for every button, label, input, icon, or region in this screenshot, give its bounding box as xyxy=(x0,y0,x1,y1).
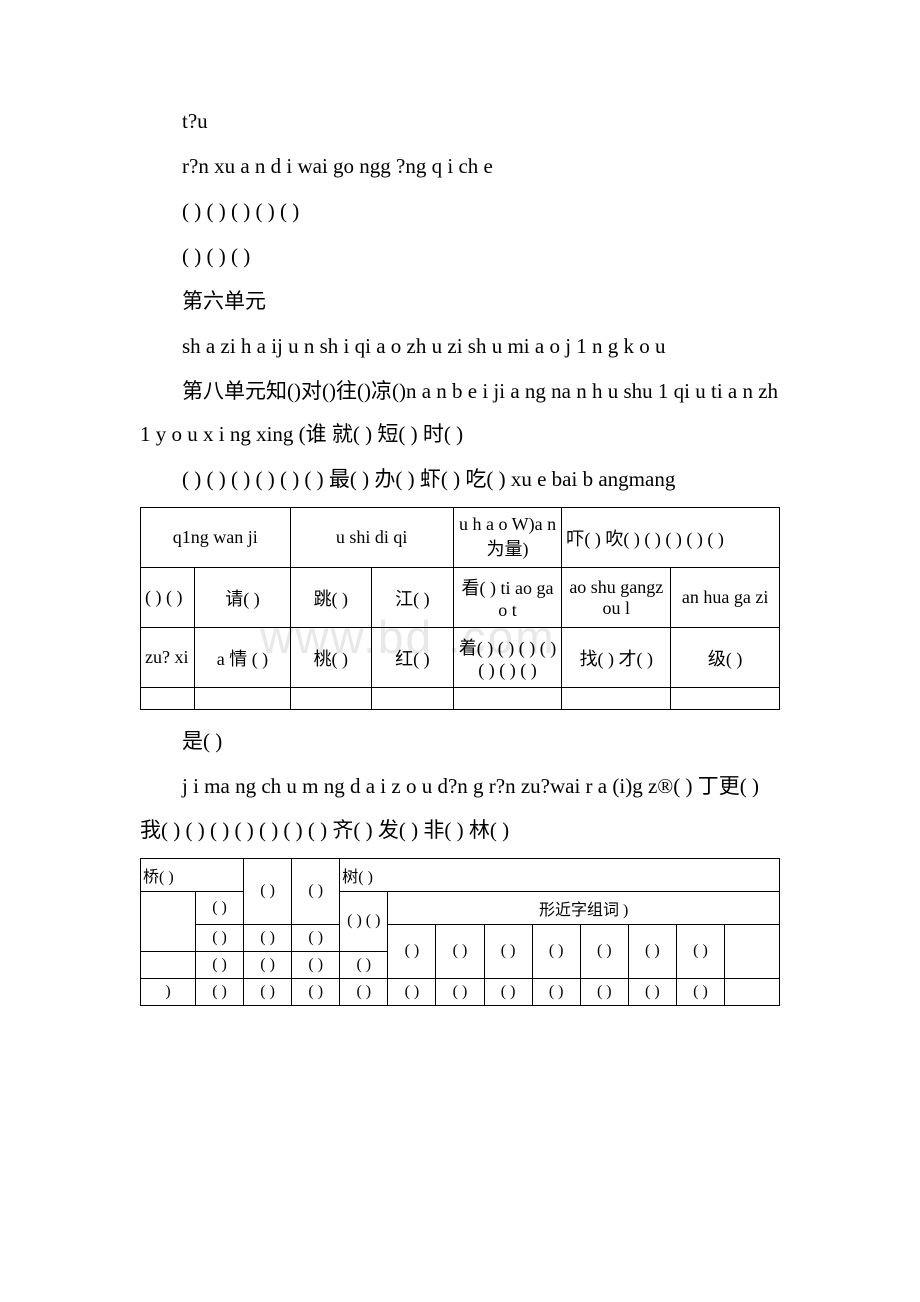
table-cell xyxy=(141,891,196,951)
table-cell: ( ) xyxy=(628,978,676,1005)
paragraph: t?u xyxy=(140,100,780,143)
table-cell: 形近字组词 ) xyxy=(388,891,780,924)
table-cell: ( ) xyxy=(484,978,532,1005)
table-cell: ( ) xyxy=(244,978,292,1005)
table-cell xyxy=(141,688,195,710)
table-cell: u h a o W)a n 为量) xyxy=(453,508,562,568)
table-cell: ( ) xyxy=(436,924,484,978)
table-cell: ( ) xyxy=(580,978,628,1005)
table-cell: ( ) xyxy=(292,924,340,951)
table-cell: 看( ) ti ao gao t xyxy=(453,568,562,628)
table-cell: ( ) xyxy=(628,924,676,978)
paragraph: r?n xu a n d i wai go ngg ?ng q i ch e xyxy=(140,145,780,188)
table-cell: 桃( ) xyxy=(290,628,372,688)
table-row: 桥( ) ( ) ( ) 树( ) xyxy=(141,858,780,891)
table-1: q1ng wan ji u shi di qi u h a o W)a n 为量… xyxy=(140,507,780,710)
table-cell: ( ) xyxy=(195,924,243,951)
table-cell: an hua ga zi xyxy=(671,568,780,628)
table-cell: ( ) ( ) xyxy=(340,891,388,951)
table-row: ( ) ( ) ( ) 形近字组词 ) xyxy=(141,891,780,924)
table-cell: zu? xi xyxy=(141,628,195,688)
table-cell xyxy=(372,688,454,710)
paragraph: sh a zi h a ij u n sh i qi a o zh u zi s… xyxy=(140,325,780,368)
table-cell: 级( ) xyxy=(671,628,780,688)
table-cell: ( ) ( ) xyxy=(141,568,195,628)
table-cell: ( ) xyxy=(244,924,292,951)
paragraph: ( ) ( ) ( ) ( ) ( ) ( ) 最( ) 办( ) 虾( ) 吃… xyxy=(140,458,780,501)
document-content: t?u r?n xu a n d i wai go ngg ?ng q i ch… xyxy=(140,100,780,1006)
table-row: ( ) ( ) ( ) ( ) ( ) ( ) ( ) ( ) ( ) ( ) xyxy=(141,924,780,951)
table-cell: ( ) xyxy=(580,924,628,978)
table-cell: ( ) xyxy=(532,978,580,1005)
table-row: q1ng wan ji u shi di qi u h a o W)a n 为量… xyxy=(141,508,780,568)
paragraph: j i ma ng ch u m ng d a i z o u d?n g r?… xyxy=(140,765,780,851)
table-cell: ) xyxy=(141,978,196,1005)
table-cell: ao shu gangzou l xyxy=(562,568,671,628)
table-cell: ( ) xyxy=(292,951,340,978)
table-cell: q1ng wan ji xyxy=(141,508,291,568)
table-cell xyxy=(562,688,671,710)
table-cell: 找( ) 才( ) xyxy=(562,628,671,688)
paragraph: ( ) ( ) ( ) xyxy=(140,235,780,278)
table-cell: 请( ) xyxy=(195,568,290,628)
table-cell: ( ) xyxy=(388,924,436,978)
table-cell: 吓( ) 吹( ) ( ) ( ) ( ) ( ) xyxy=(562,508,780,568)
table-cell: 红( ) xyxy=(372,628,454,688)
table-cell: 江( ) xyxy=(372,568,454,628)
table-cell: ( ) xyxy=(244,951,292,978)
table-cell: ( ) xyxy=(195,891,243,924)
table-cell: ( ) xyxy=(195,951,243,978)
paragraph: 第八单元知()对()往()凉()n a n b e i ji a ng na n… xyxy=(140,370,780,456)
paragraph: 是( ) xyxy=(140,720,780,763)
table-cell: 着( ) ( ) ( ) ( ) ( ) ( ) ( ) xyxy=(453,628,562,688)
table-cell: ( ) xyxy=(676,978,724,1005)
table-cell: ( ) xyxy=(292,858,340,924)
table-cell: ( ) xyxy=(340,951,388,978)
table-row: ) ( ) ( ) ( ) ( ) ( ) ( ) ( ) ( ) ( ) ( … xyxy=(141,978,780,1005)
table-cell: ( ) xyxy=(532,924,580,978)
table-2: 桥( ) ( ) ( ) 树( ) ( ) ( ) ( ) 形近字组词 ) ( … xyxy=(140,858,780,1006)
table-cell: ( ) xyxy=(436,978,484,1005)
table-row xyxy=(141,688,780,710)
paragraph: ( ) ( ) ( ) ( ) ( ) xyxy=(140,190,780,233)
table-cell: ( ) xyxy=(244,858,292,924)
table-cell xyxy=(195,688,290,710)
table-row: ( ) ( ) 请( ) 跳( ) 江( ) 看( ) ti ao gao t … xyxy=(141,568,780,628)
table-cell: ( ) xyxy=(195,978,243,1005)
table-row: zu? xi a 情 ( ) 桃( ) 红( ) 着( ) ( ) ( ) ( … xyxy=(141,628,780,688)
table-cell: ( ) xyxy=(388,978,436,1005)
table-cell: ( ) xyxy=(292,978,340,1005)
table-cell xyxy=(725,978,780,1005)
table-cell xyxy=(671,688,780,710)
table-cell: 桥( ) xyxy=(141,858,244,891)
paragraph: 第六单元 xyxy=(140,280,780,323)
table-cell: a 情 ( ) xyxy=(195,628,290,688)
table-cell: 树( ) xyxy=(340,858,780,891)
table-cell: ( ) xyxy=(676,924,724,978)
table-cell: u shi di qi xyxy=(290,508,453,568)
table-cell xyxy=(453,688,562,710)
table-cell xyxy=(725,924,780,978)
table-cell xyxy=(141,951,196,978)
table-cell: ( ) xyxy=(484,924,532,978)
table-cell: 跳( ) xyxy=(290,568,372,628)
table-cell xyxy=(290,688,372,710)
table-cell: ( ) xyxy=(340,978,388,1005)
